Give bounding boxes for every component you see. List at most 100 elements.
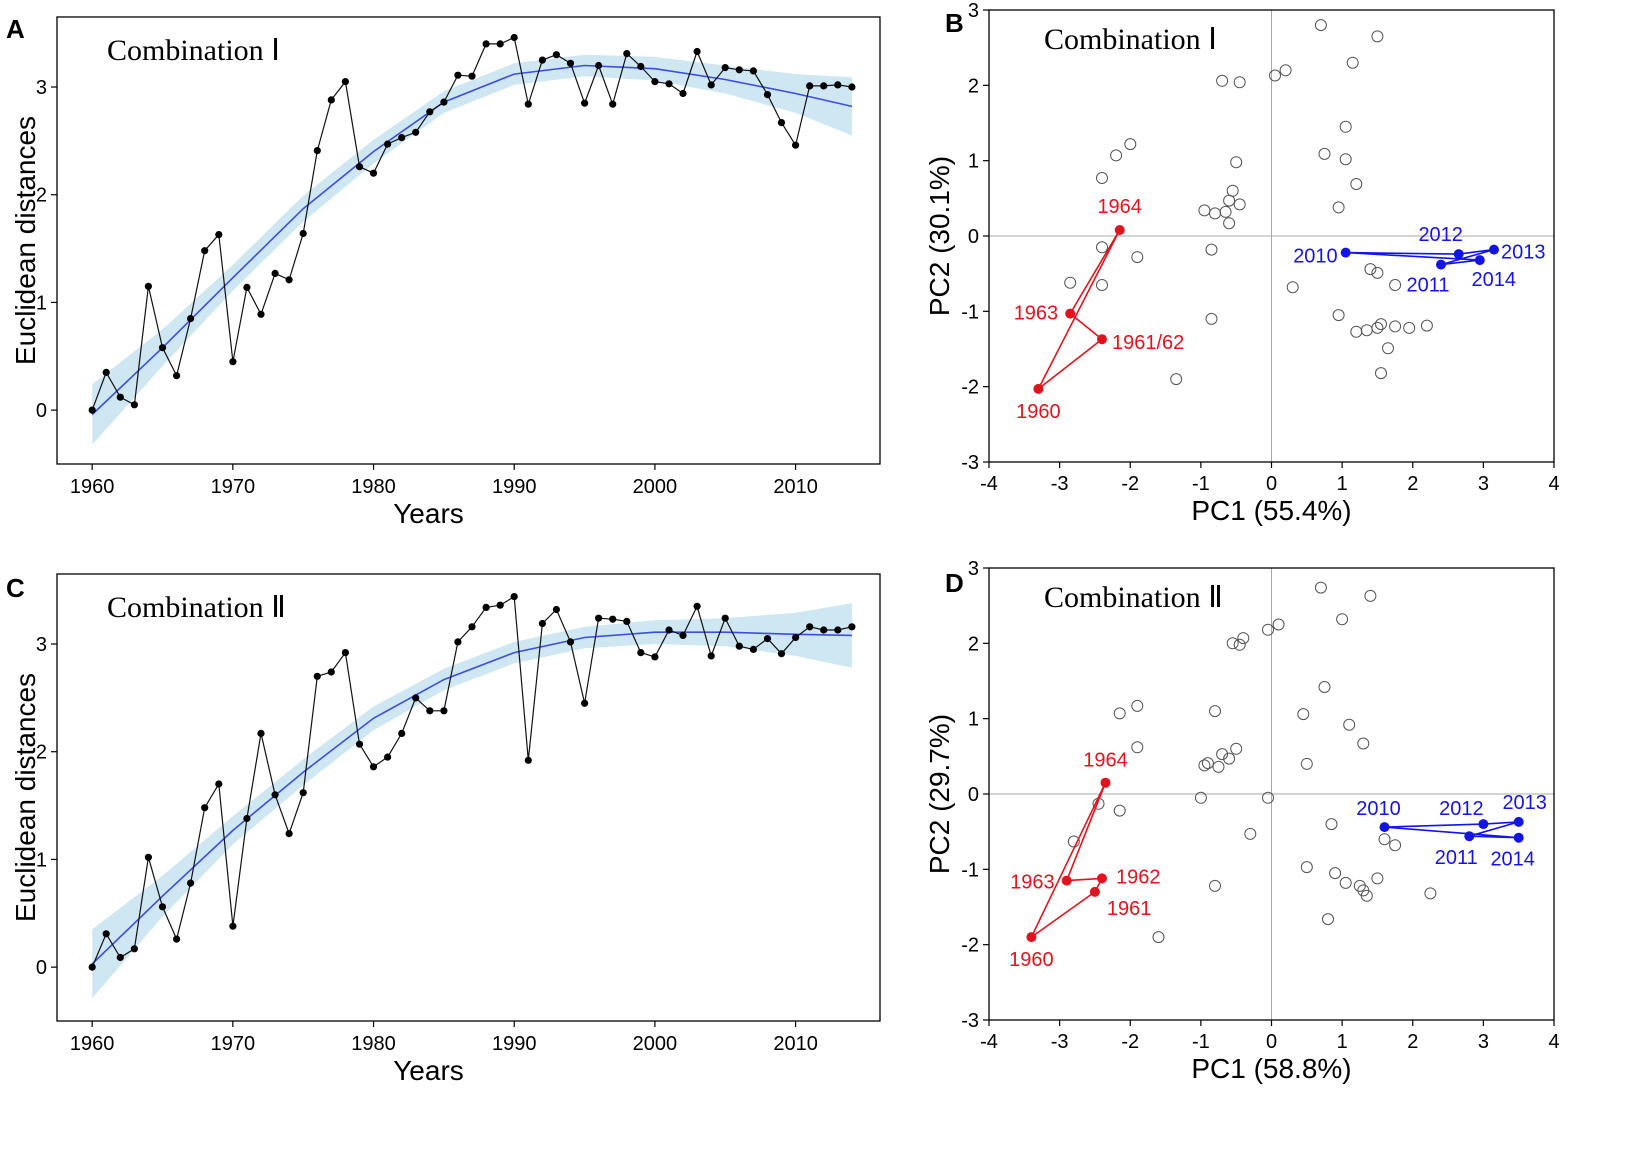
data-point <box>271 269 279 277</box>
year-point <box>1325 818 1338 831</box>
year-point <box>1219 205 1232 218</box>
year-point <box>1332 201 1345 214</box>
year-point <box>1286 281 1299 294</box>
data-point <box>243 814 251 823</box>
y-tick-label: 3 <box>968 0 979 22</box>
year-point <box>1350 325 1363 338</box>
data-point <box>468 623 476 631</box>
early-year-point <box>1033 383 1044 394</box>
year-point <box>1205 312 1218 325</box>
fit-line <box>91 64 853 416</box>
data-point <box>384 753 392 761</box>
data-point <box>510 33 518 42</box>
x-tick-label: 2000 <box>633 476 678 498</box>
year-point <box>1170 373 1183 386</box>
data-point <box>412 694 420 702</box>
late-year-point <box>1513 832 1524 843</box>
data-point <box>229 358 237 366</box>
data-point <box>637 62 645 71</box>
data-point <box>440 707 448 715</box>
year-point <box>1297 708 1310 721</box>
year-point <box>1279 64 1292 77</box>
data-point <box>426 108 434 116</box>
x-tick-label: 1970 <box>211 1033 256 1055</box>
x-tick-label: 1960 <box>70 476 115 498</box>
year-point <box>1371 30 1384 43</box>
confidence-band <box>92 54 852 445</box>
data-point <box>834 81 842 89</box>
late-years-hull <box>1344 248 1495 266</box>
year-point <box>1314 581 1327 594</box>
data-point <box>187 315 195 323</box>
y-tick-label: -2 <box>961 935 979 957</box>
x-tick-label: 2 <box>1407 1031 1418 1053</box>
early-year-label: 1964 <box>1083 750 1128 772</box>
data-point <box>707 652 715 660</box>
data-point <box>749 67 758 75</box>
early-year-point <box>1097 334 1107 345</box>
year-point <box>1230 742 1243 755</box>
x-tick-label: 1990 <box>492 476 537 498</box>
y-tick-label: 2 <box>968 75 979 97</box>
observed-line <box>91 595 853 968</box>
data-point <box>749 645 758 654</box>
x-tick-label: 2010 <box>773 476 818 498</box>
data-point <box>496 601 504 609</box>
late-year-point <box>1489 244 1499 255</box>
year-point <box>1371 872 1384 885</box>
year-point <box>1382 342 1394 355</box>
x-tick-label: 1990 <box>492 1033 537 1055</box>
y-tick-label: 1 <box>36 292 47 314</box>
data-point <box>609 100 617 108</box>
x-tick-label: -2 <box>1121 473 1139 495</box>
year-point <box>1364 589 1377 602</box>
panel-label-c: C <box>6 573 25 603</box>
data-point <box>257 729 265 738</box>
panel-label-a: A <box>6 14 25 44</box>
data-point <box>158 344 167 352</box>
x-tick-label: -4 <box>980 1031 998 1053</box>
year-point <box>1209 705 1221 718</box>
y-tick-label: 0 <box>968 226 979 248</box>
year-point <box>1300 757 1313 770</box>
data-point <box>566 638 575 646</box>
data-point <box>271 791 279 799</box>
late-year-label: 2014 <box>1472 269 1517 291</box>
late-year-point <box>1474 255 1485 266</box>
data-point <box>763 91 772 99</box>
data-point <box>454 71 462 79</box>
early-year-label: 1960 <box>1016 401 1061 423</box>
data-point <box>369 169 378 177</box>
data-point <box>116 393 124 401</box>
x-tick-label: 2 <box>1407 473 1418 495</box>
late-year-label: 2010 <box>1356 798 1401 820</box>
data-point <box>355 740 364 748</box>
data-point <box>735 642 743 650</box>
early-year-point <box>1097 873 1107 884</box>
data-point <box>637 649 645 657</box>
y-tick-label: 3 <box>36 634 47 656</box>
data-point <box>369 763 378 771</box>
year-point <box>1375 318 1387 331</box>
data-point <box>538 56 547 64</box>
data-point <box>679 89 687 98</box>
year-point <box>1389 279 1402 291</box>
data-point <box>806 623 814 631</box>
x-tick-label: 2000 <box>633 1033 678 1055</box>
year-point <box>1346 56 1359 69</box>
data-point <box>721 64 729 72</box>
early-year-point <box>1100 777 1111 788</box>
y-axis-label: Euclidean distances <box>10 673 41 922</box>
data-point <box>524 756 532 764</box>
data-point <box>524 100 532 108</box>
data-point <box>299 229 307 238</box>
year-point <box>1124 138 1137 151</box>
data-point <box>848 83 856 91</box>
year-point <box>1131 251 1144 264</box>
data-point <box>496 40 504 48</box>
early-year-point <box>1026 932 1037 943</box>
late-year-point <box>1478 819 1489 830</box>
x-tick-label: 1980 <box>351 476 396 498</box>
